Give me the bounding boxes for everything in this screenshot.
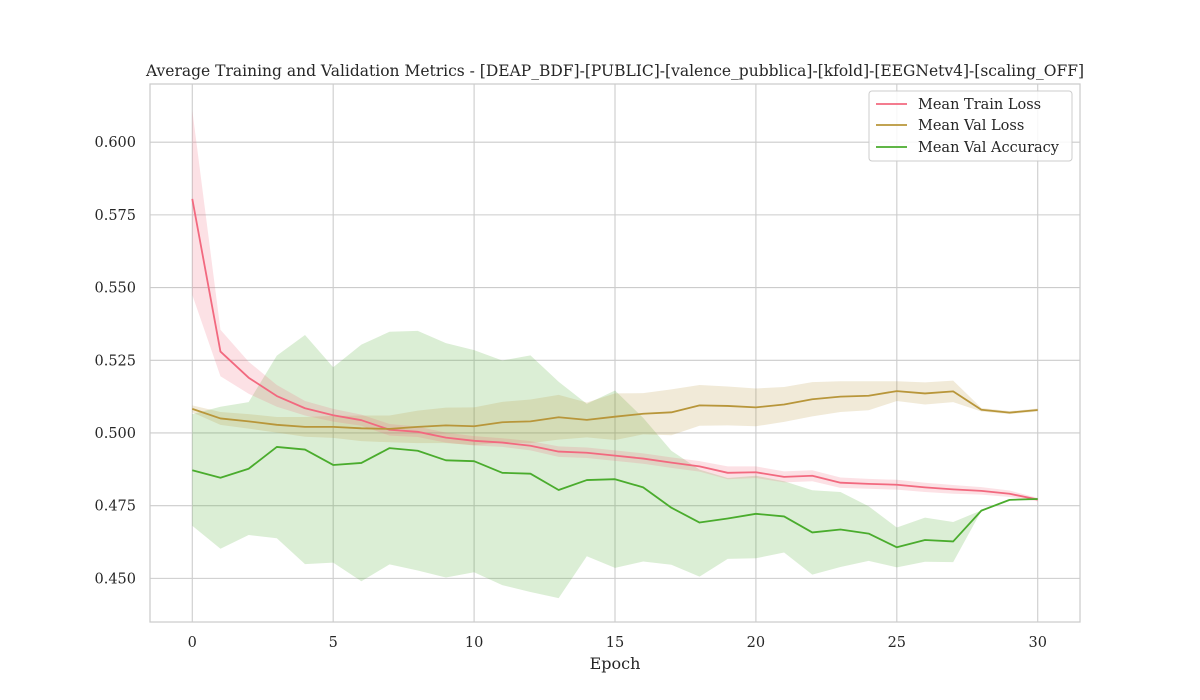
line-mean-val-accuracy (192, 446, 1038, 549)
grid (150, 84, 1080, 622)
x-axis-ticks: 0 5 10 15 20 25 30 (188, 635, 1047, 651)
plot-frame (149, 83, 1081, 623)
series-lines (191, 198, 1038, 549)
legend-box (868, 90, 1073, 162)
x-tick-label: 10 (465, 635, 483, 651)
band-mean-val-loss (192, 380, 1038, 446)
line-mean-train-loss (191, 198, 1038, 501)
y-tick-label: 0.450 (94, 571, 136, 587)
y-tick-label: 0.600 (94, 135, 136, 151)
legend-label-train-loss: Mean Train Loss (918, 97, 1041, 113)
y-tick-label: 0.575 (94, 208, 136, 224)
y-axis-ticks: 0.450 0.475 0.500 0.525 0.550 0.575 0.600 (94, 135, 136, 587)
y-tick-label: 0.475 (94, 499, 136, 515)
y-tick-label: 0.550 (94, 281, 136, 297)
x-tick-label: 25 (888, 635, 906, 651)
legend-label-val-accuracy: Mean Val Accuracy (918, 140, 1060, 156)
legend-label-val-loss: Mean Val Loss (918, 118, 1024, 134)
x-tick-label: 30 (1029, 635, 1047, 651)
x-tick-label: 0 (188, 635, 197, 651)
x-axis-label: Epoch (590, 654, 641, 673)
chart-title: Average Training and Validation Metrics … (145, 62, 1084, 80)
legend: Mean Train Loss Mean Val Loss Mean Val A… (868, 90, 1073, 162)
x-tick-label: 5 (329, 635, 338, 651)
y-tick-label: 0.525 (94, 353, 136, 369)
x-tick-label: 20 (747, 635, 765, 651)
x-tick-label: 15 (606, 635, 624, 651)
line-mean-val-loss (191, 390, 1038, 430)
y-tick-label: 0.500 (94, 426, 136, 442)
